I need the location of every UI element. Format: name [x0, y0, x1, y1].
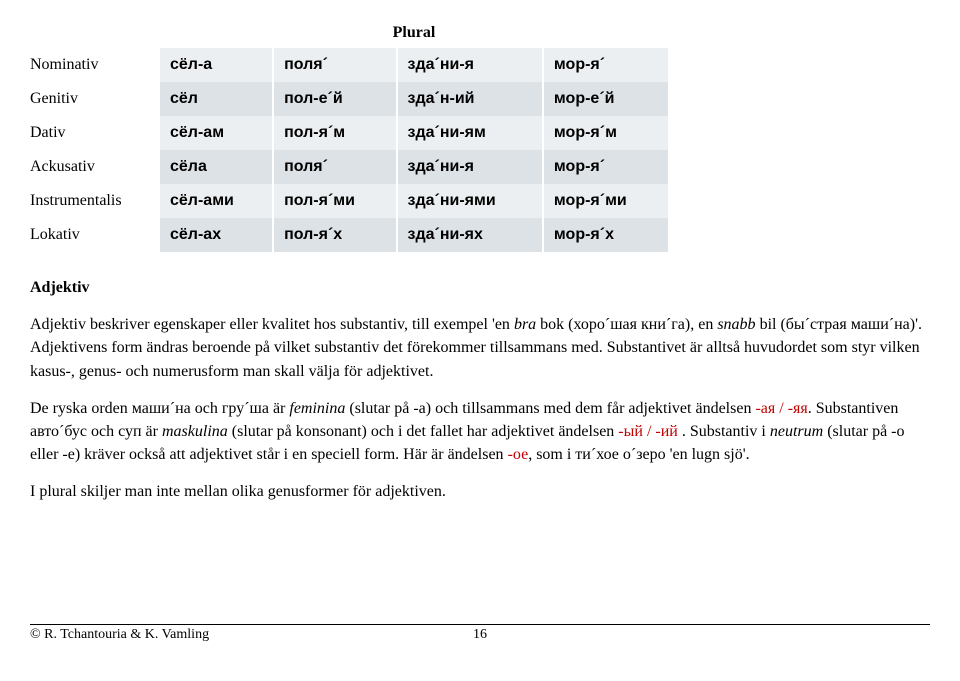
italic-text: maskulina: [162, 423, 228, 440]
plural-header: Plural: [159, 20, 669, 48]
table-cell: пол-я´х: [273, 218, 396, 252]
page-number: 16: [473, 627, 487, 643]
table-cell: зда´ни-ями: [397, 184, 543, 218]
table-row: Ackusativ сёла поля´ зда´ни-я мор-я´: [30, 150, 669, 184]
case-label: Genitiv: [30, 82, 159, 116]
table-cell: зда´н-ий: [397, 82, 543, 116]
text: Adjektiv beskriver egenskaper eller kval…: [30, 316, 514, 333]
case-label: Lokativ: [30, 218, 159, 252]
text: , som i ти´хое о´зеро 'en lugn sjö'.: [528, 446, 749, 463]
page-footer: © R. Tchantouria & K. Vamling 16: [30, 624, 930, 643]
text: (slutar på konsonant) och i det fallet h…: [228, 423, 619, 440]
table-cell: сёл-ах: [159, 218, 273, 252]
table-header-row: Plural: [30, 20, 669, 48]
table-row: Lokativ сёл-ах пол-я´х зда´ни-ях мор-я´х: [30, 218, 669, 252]
table-cell: мор-я´ми: [543, 184, 669, 218]
table-cell: пол-е´й: [273, 82, 396, 116]
table-cell: сёла: [159, 150, 273, 184]
table-cell: пол-я´м: [273, 116, 396, 150]
table-cell: пол-я´ми: [273, 184, 396, 218]
text: (slutar på -а) och tillsammans med dem f…: [345, 400, 755, 417]
table-row: Genitiv сёл пол-е´й зда´н-ий мор-е´й: [30, 82, 669, 116]
paragraph-1: Adjektiv beskriver egenskaper eller kval…: [30, 313, 930, 383]
table-row: Nominativ сёл-а поля´ зда´ни-я мор-я´: [30, 48, 669, 82]
table-cell: мор-я´х: [543, 218, 669, 252]
table-cell: мор-я´: [543, 48, 669, 82]
table-cell: зда´ни-ям: [397, 116, 543, 150]
table-cell: поля´: [273, 150, 396, 184]
italic-text: bra: [514, 316, 536, 333]
ending-red: -ый / -ий: [618, 423, 682, 440]
case-label: Instrumentalis: [30, 184, 159, 218]
table-row: Dativ сёл-ам пол-я´м зда´ни-ям мор-я´м: [30, 116, 669, 150]
table-cell: мор-я´м: [543, 116, 669, 150]
table-cell: сёл-ам: [159, 116, 273, 150]
body-text: Adjektiv Adjektiv beskriver egenskaper e…: [30, 276, 930, 504]
table-cell: сёл-ами: [159, 184, 273, 218]
table-cell: зда´ни-ях: [397, 218, 543, 252]
text: bok (хоро´шая кни´га), en: [536, 316, 717, 333]
copyright-text: © R. Tchantouria & K. Vamling: [30, 627, 209, 642]
text: De ryska orden маши´на och гру´ша är: [30, 400, 289, 417]
table-cell: мор-я´: [543, 150, 669, 184]
table-cell: сёл: [159, 82, 273, 116]
table-cell: сёл-а: [159, 48, 273, 82]
paragraph-2: De ryska orden маши´на och гру´ша är fem…: [30, 397, 930, 467]
italic-text: feminina: [289, 400, 345, 417]
text: . Substantiv i: [682, 423, 770, 440]
case-label: Nominativ: [30, 48, 159, 82]
italic-text: neutrum: [770, 423, 823, 440]
declension-table-wrap: Plural Nominativ сёл-а поля´ зда´ни-я мо…: [30, 20, 670, 252]
section-heading: Adjektiv: [30, 276, 930, 299]
table-cell: зда´ни-я: [397, 48, 543, 82]
paragraph-3: I plural skiljer man inte mellan olika g…: [30, 480, 930, 503]
table-cell: мор-е´й: [543, 82, 669, 116]
italic-text: snabb: [717, 316, 755, 333]
ending-red: -ая / -яя: [755, 400, 807, 417]
table-cell: поля´: [273, 48, 396, 82]
table-cell: зда´ни-я: [397, 150, 543, 184]
declension-table: Plural Nominativ сёл-а поля´ зда´ни-я мо…: [30, 20, 670, 252]
case-label: Ackusativ: [30, 150, 159, 184]
table-row: Instrumentalis сёл-ами пол-я´ми зда´ни-я…: [30, 184, 669, 218]
ending-red: -ое: [508, 446, 529, 463]
case-label: Dativ: [30, 116, 159, 150]
